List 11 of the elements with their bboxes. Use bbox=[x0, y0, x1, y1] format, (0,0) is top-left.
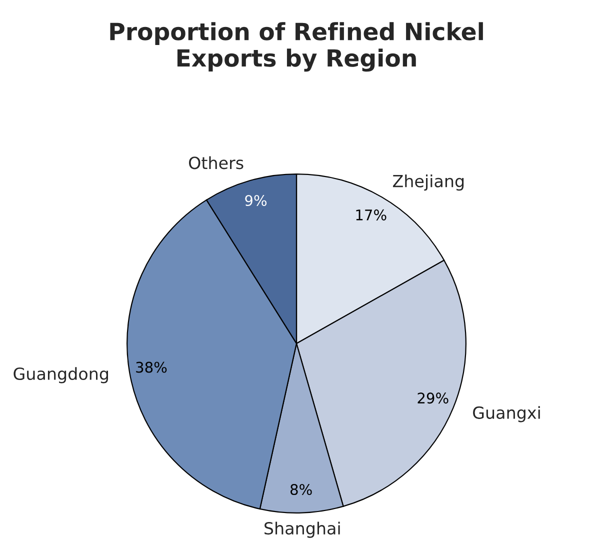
data-label: 29% bbox=[418, 392, 448, 404]
slice-label: Guangxi bbox=[473, 406, 540, 422]
data-label: 17% bbox=[356, 209, 386, 220]
slice-label: Others bbox=[189, 156, 244, 170]
slice-label: Zhejiang bbox=[392, 174, 464, 191]
chart-title: Proportion of Refined Nickel Exports by Region bbox=[110, 22, 483, 72]
slice-label: Guangdong bbox=[14, 367, 108, 384]
data-label: 38% bbox=[136, 362, 167, 373]
data-label: 8% bbox=[290, 484, 312, 496]
data-label: 9% bbox=[245, 195, 267, 206]
slice-label: Shanghai bbox=[264, 522, 340, 538]
